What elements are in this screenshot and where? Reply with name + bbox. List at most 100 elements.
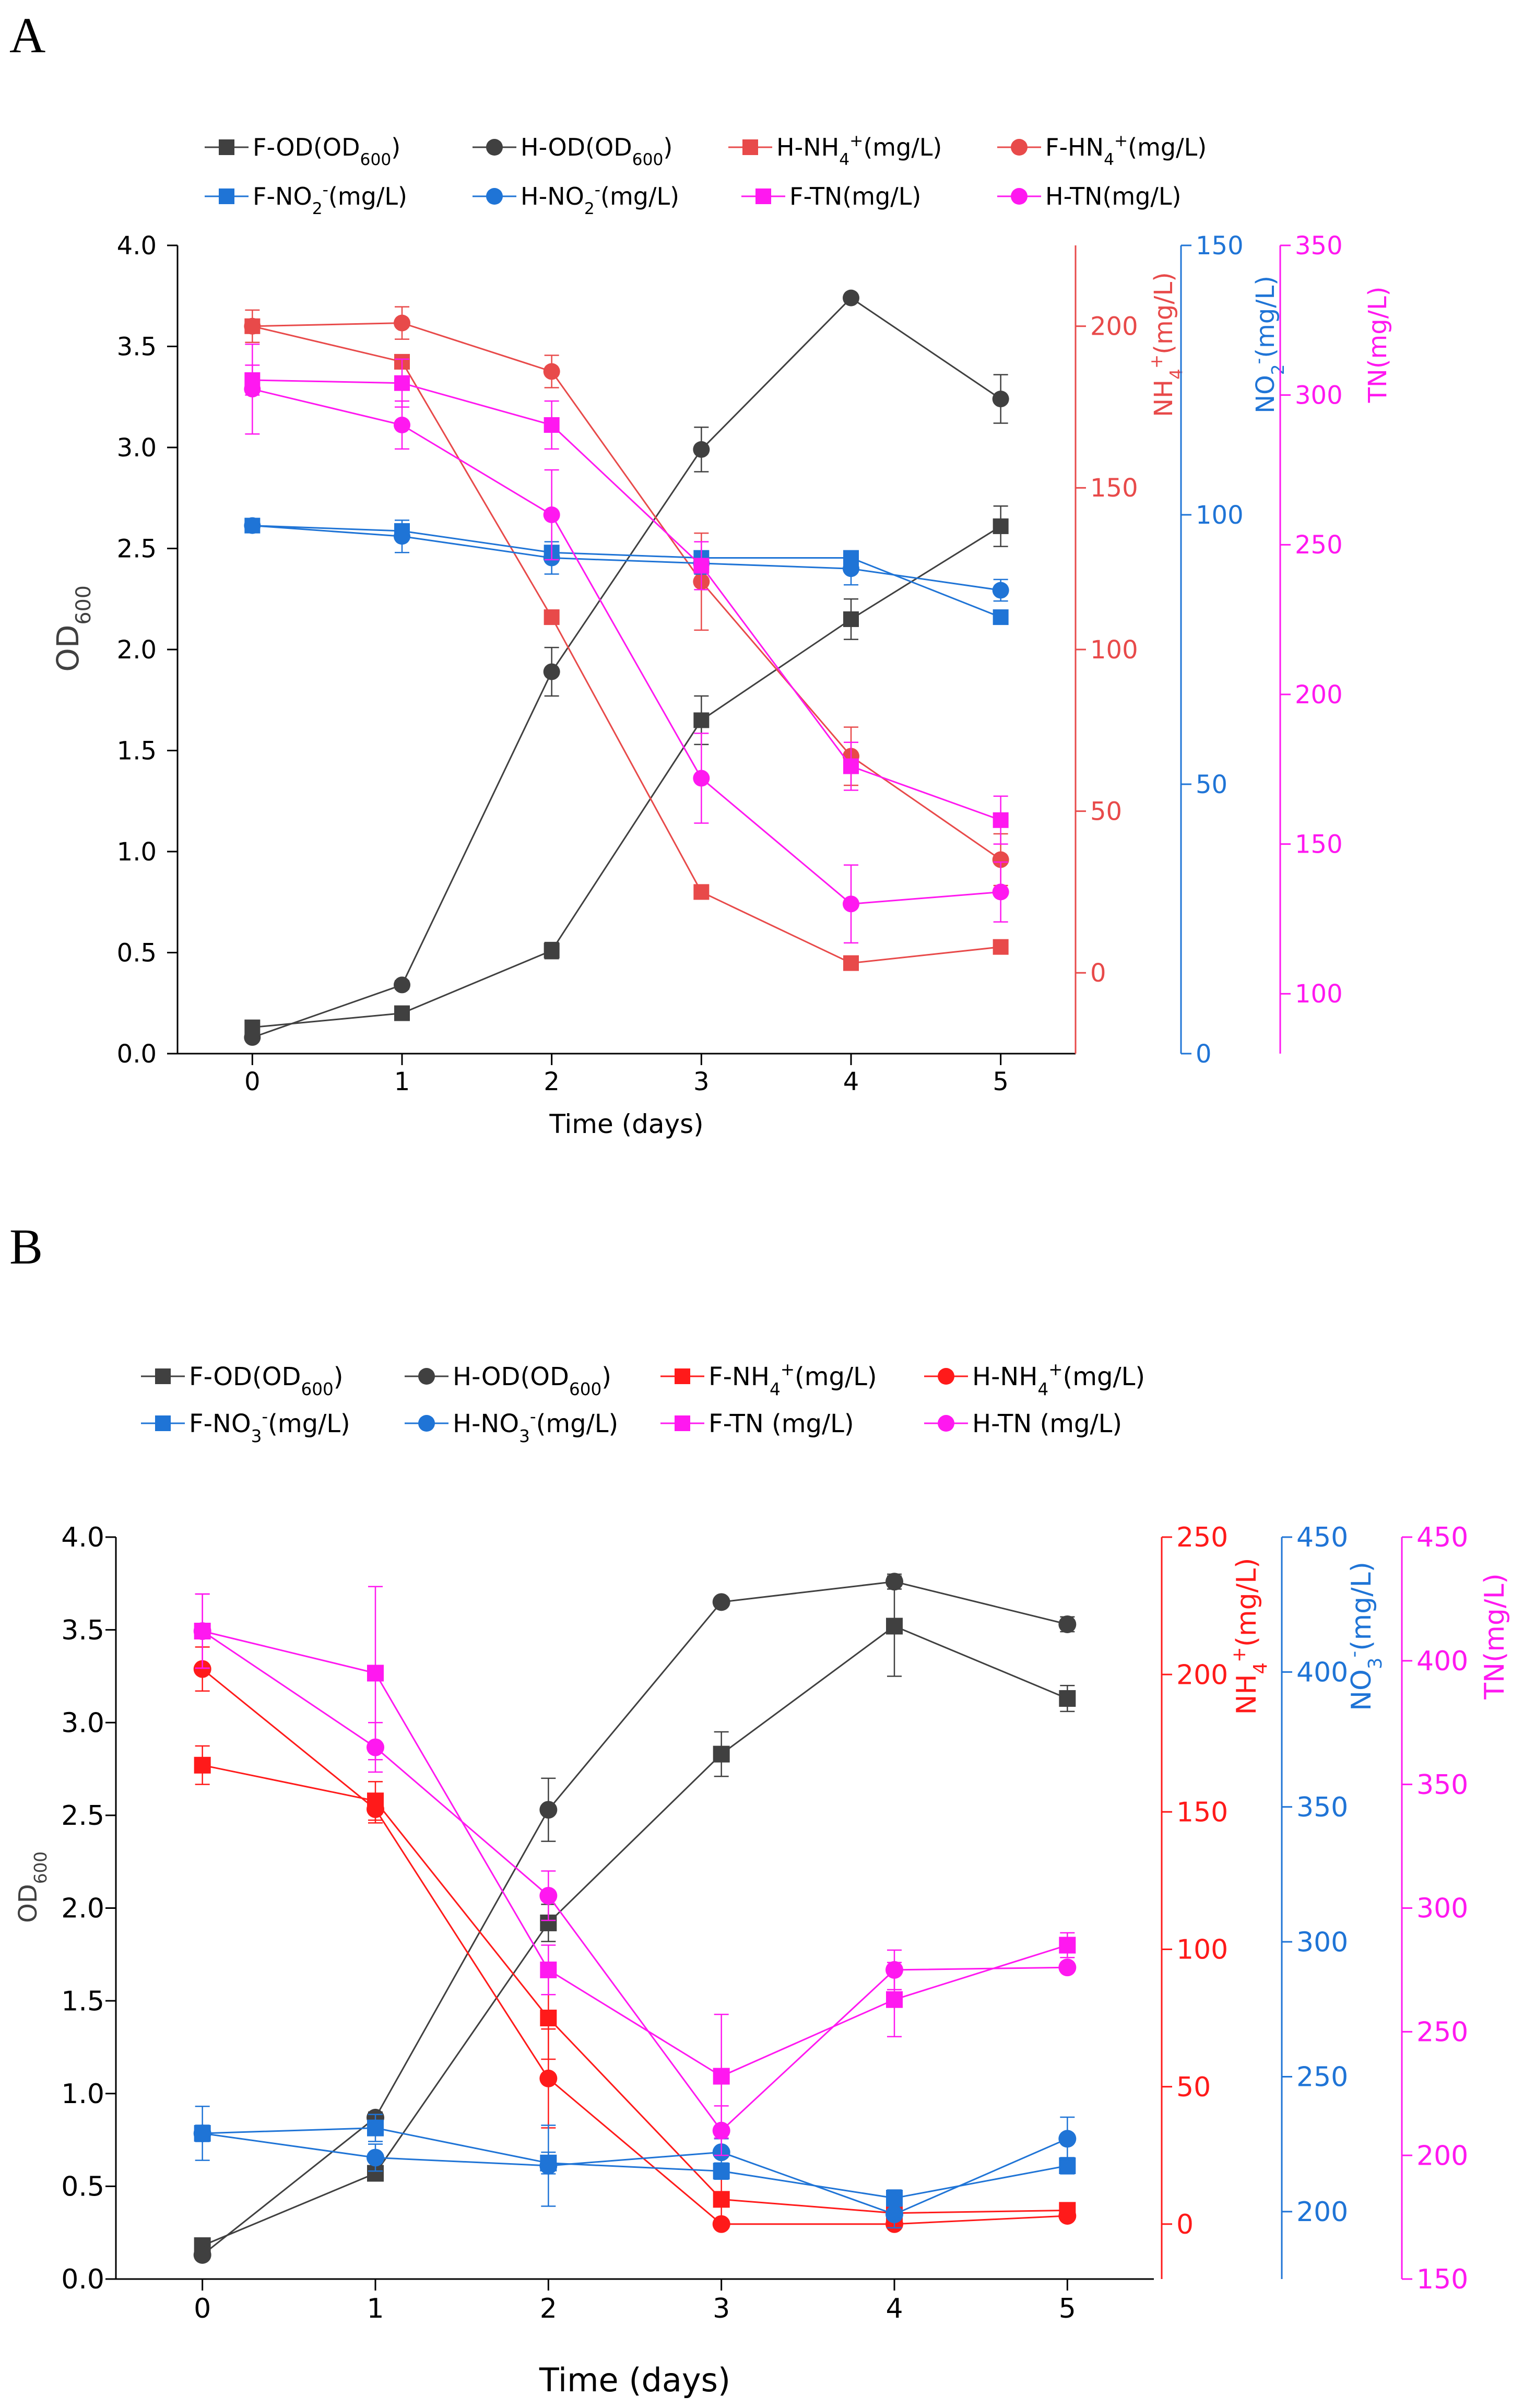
right-tick-label-no: 300 <box>1296 1927 1348 1958</box>
data-point-H-NH4 <box>843 955 859 971</box>
right-axis-title-nh4: NH4+(mg/L) <box>1229 1558 1271 1715</box>
data-point-H-OD <box>693 441 710 458</box>
legend-label-F-NH4: F-NH4+(mg/L) <box>709 1360 877 1399</box>
legend-marker-H-NO <box>486 188 503 205</box>
right-tick-label-tn: 350 <box>1295 231 1343 261</box>
panel-label: B <box>9 1219 43 1274</box>
data-point-H-TN <box>543 506 560 523</box>
data-point-H-OD <box>885 1573 903 1591</box>
left-tick-label: 0.0 <box>117 1040 157 1069</box>
legend-label-F-TN: F-TN(mg/L) <box>789 182 921 210</box>
legend-label-F-TN: F-TN (mg/L) <box>709 1409 854 1438</box>
data-point-F-TN <box>540 1961 557 1978</box>
series-H-OD <box>244 289 1009 1046</box>
left-tick-label: 1.0 <box>117 837 157 867</box>
right-tick-label-tn: 100 <box>1295 979 1343 1009</box>
left-tick-label: 3.5 <box>117 332 157 361</box>
x-tick-label: 1 <box>394 1067 410 1096</box>
legend-label-F-OD: F-OD(OD600) <box>189 1362 344 1399</box>
right-tick-label-no: 450 <box>1296 1522 1348 1553</box>
right-tick-label-no: 0 <box>1196 1040 1212 1069</box>
series-line-H-TN <box>202 1630 1068 2132</box>
data-point-F-TN <box>886 1991 903 2008</box>
data-point-F-HN4 <box>394 314 410 332</box>
data-point-H-TN <box>992 883 1009 901</box>
data-point-F-TN <box>367 1665 384 1682</box>
left-tick-label: 3.0 <box>61 1707 104 1739</box>
data-point-F-OD <box>544 942 560 959</box>
series-line-F-OD <box>252 525 1001 1029</box>
right-tick-label-tn: 400 <box>1416 1646 1468 1677</box>
data-point-F-TN <box>713 2068 730 2085</box>
data-point-H-OD <box>394 976 410 994</box>
right-tick-label-nh4: 50 <box>1090 797 1122 826</box>
right-tick-label-nh4: 0 <box>1090 959 1106 988</box>
right-tick-label-tn: 250 <box>1416 2017 1468 2048</box>
left-tick-label: 3.5 <box>61 1615 104 1646</box>
left-axis-title: OD600 <box>50 585 96 672</box>
data-point-H-NO <box>193 2124 211 2142</box>
x-axis-title: Time (days) <box>549 1109 703 1139</box>
right-tick-label-no: 50 <box>1196 770 1227 799</box>
x-tick-label: 1 <box>367 2293 384 2324</box>
data-point-H-OD <box>712 1593 730 1611</box>
legend-label-H-NH4: H-NH4+(mg/L) <box>972 1360 1145 1399</box>
series-F-TN <box>244 358 1009 845</box>
x-tick-label: 4 <box>885 2293 903 2324</box>
right-tick-label-nh4: 100 <box>1176 1934 1228 1966</box>
left-tick-label: 4.0 <box>117 231 157 261</box>
right-tick-label-nh4: 200 <box>1090 312 1138 341</box>
data-point-H-OD <box>193 2246 211 2264</box>
legend-marker-H-NH4 <box>938 1368 954 1385</box>
series-line-H-NH4 <box>252 325 1001 964</box>
data-point-H-NO <box>1058 2130 1077 2148</box>
x-axis-title: Time (days) <box>539 2361 730 2399</box>
data-point-F-TN <box>1059 1937 1076 1954</box>
legend-marker-F-TN <box>755 188 771 204</box>
data-point-F-HN4 <box>992 851 1009 868</box>
data-point-F-HN4 <box>244 317 261 335</box>
legend-label-H-TN: H-TN (mg/L) <box>972 1409 1122 1438</box>
series-line-F-NO <box>252 525 1001 618</box>
data-point-H-TN <box>885 1961 903 1979</box>
data-point-H-NO <box>539 2156 558 2175</box>
left-tick-label: 0.5 <box>61 2171 104 2203</box>
series-F-OD <box>244 505 1009 1035</box>
legend-marker-H-NH4 <box>742 139 758 155</box>
data-point-F-OD <box>693 712 710 728</box>
right-axis-title-no: NO3-(mg/L) <box>1343 1562 1386 1711</box>
right-tick-label-nh4: 200 <box>1176 1659 1228 1691</box>
data-point-F-TN <box>993 812 1009 828</box>
left-tick-label: 3.0 <box>117 433 157 463</box>
data-point-H-NH4 <box>539 2069 558 2087</box>
left-tick-label: 4.0 <box>61 1522 104 1553</box>
data-point-H-OD <box>539 1801 558 1819</box>
data-point-H-NO <box>367 2149 384 2167</box>
data-point-F-TN <box>394 375 410 391</box>
series-line-H-TN <box>252 388 1001 905</box>
data-point-H-NH4 <box>544 609 560 625</box>
x-tick-label: 5 <box>993 1067 1009 1096</box>
right-tick-label-no: 250 <box>1296 2062 1348 2093</box>
legend-marker-H-OD <box>418 1368 435 1385</box>
data-point-H-OD <box>543 663 560 680</box>
right-tick-label-tn: 200 <box>1416 2140 1468 2171</box>
series-H-NH4 <box>244 318 1009 971</box>
x-tick-label: 3 <box>713 2293 730 2324</box>
left-tick-label: 1.0 <box>61 2079 104 2110</box>
data-point-H-TN <box>539 1886 558 1905</box>
x-tick-label: 3 <box>693 1067 710 1096</box>
data-point-F-TN <box>693 558 710 574</box>
series-line-H-NO <box>252 525 1001 591</box>
data-point-H-NO <box>992 582 1009 599</box>
data-point-H-TN <box>712 2121 730 2140</box>
data-point-H-NO <box>244 517 261 534</box>
series-line-F-NO <box>202 2127 1068 2199</box>
legend-label-F-NO: F-NO3-(mg/L) <box>189 1407 350 1446</box>
right-tick-label-tn: 200 <box>1295 680 1343 710</box>
data-point-H-TN <box>394 417 410 433</box>
legend-marker-H-TN <box>938 1415 954 1432</box>
legend-marker-F-HN4 <box>1011 139 1028 156</box>
legend-marker-H-OD <box>486 139 503 156</box>
data-point-F-OD <box>713 1745 730 1763</box>
